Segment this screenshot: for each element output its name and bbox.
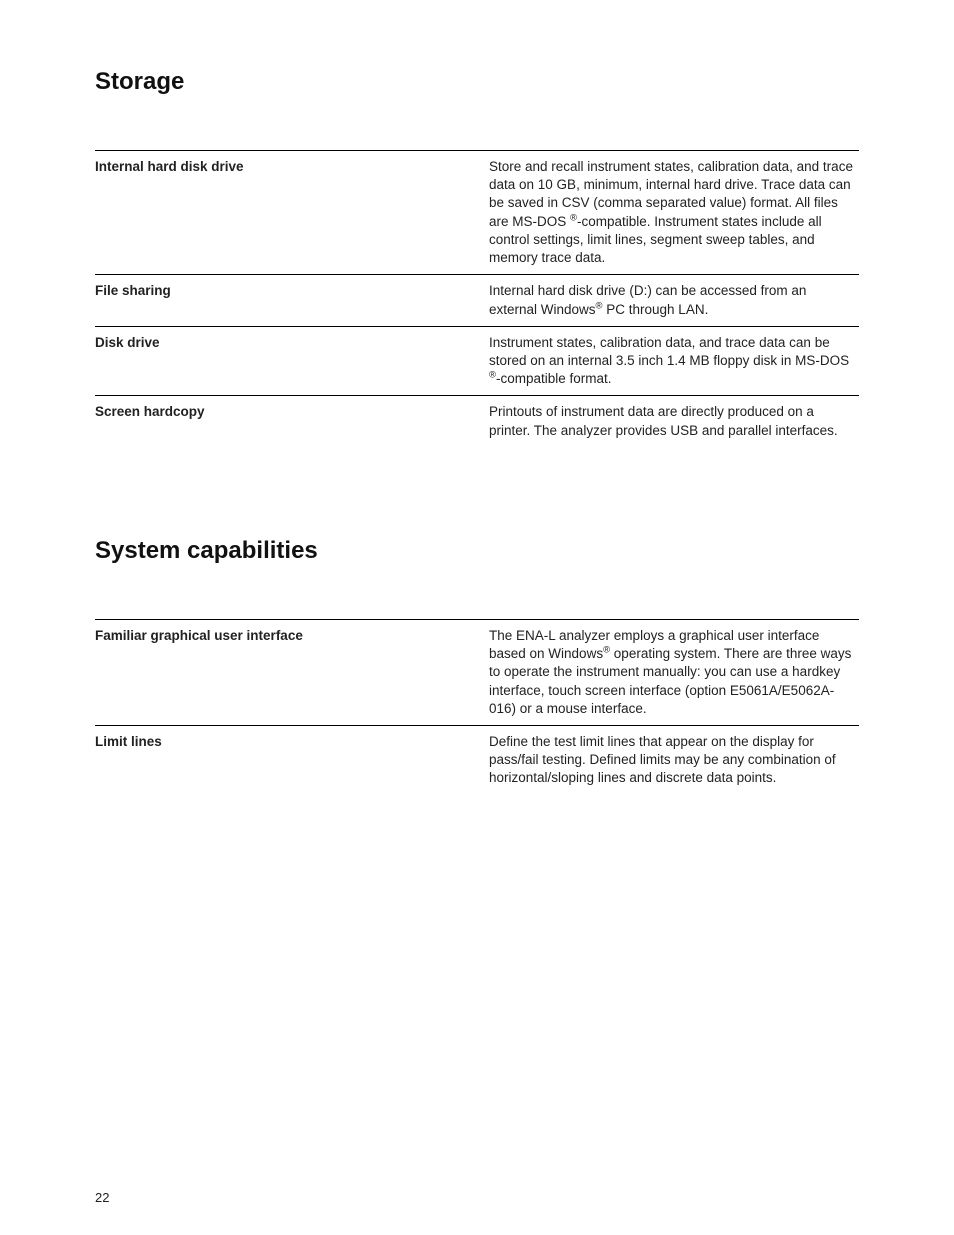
row-label: Disk drive — [95, 326, 489, 396]
section-heading-system-capabilities: System capabilities — [95, 537, 859, 565]
document-page: Storage Internal hard disk drive Store a… — [0, 0, 954, 1235]
row-label: File sharing — [95, 275, 489, 326]
row-description: Instrument states, calibration data, and… — [489, 326, 859, 396]
table-row: File sharing Internal hard disk drive (D… — [95, 275, 859, 326]
row-label: Internal hard disk drive — [95, 151, 489, 275]
page-number: 22 — [95, 1190, 109, 1205]
row-label: Limit lines — [95, 725, 489, 794]
row-description: Printouts of instrument data are directl… — [489, 396, 859, 447]
system-capabilities-table: Familiar graphical user interface The EN… — [95, 619, 859, 795]
storage-table: Internal hard disk drive Store and recal… — [95, 150, 859, 447]
table-row: Screen hardcopy Printouts of instrument … — [95, 396, 859, 447]
table-row: Internal hard disk drive Store and recal… — [95, 151, 859, 275]
section-heading-storage: Storage — [95, 68, 859, 96]
row-description: Define the test limit lines that appear … — [489, 725, 859, 794]
row-description: The ENA-L analyzer employs a graphical u… — [489, 619, 859, 725]
table-row: Disk drive Instrument states, calibratio… — [95, 326, 859, 396]
row-label: Screen hardcopy — [95, 396, 489, 447]
row-label: Familiar graphical user interface — [95, 619, 489, 725]
table-row: Familiar graphical user interface The EN… — [95, 619, 859, 725]
row-description: Internal hard disk drive (D:) can be acc… — [489, 275, 859, 326]
table-row: Limit lines Define the test limit lines … — [95, 725, 859, 794]
row-description: Store and recall instrument states, cali… — [489, 151, 859, 275]
